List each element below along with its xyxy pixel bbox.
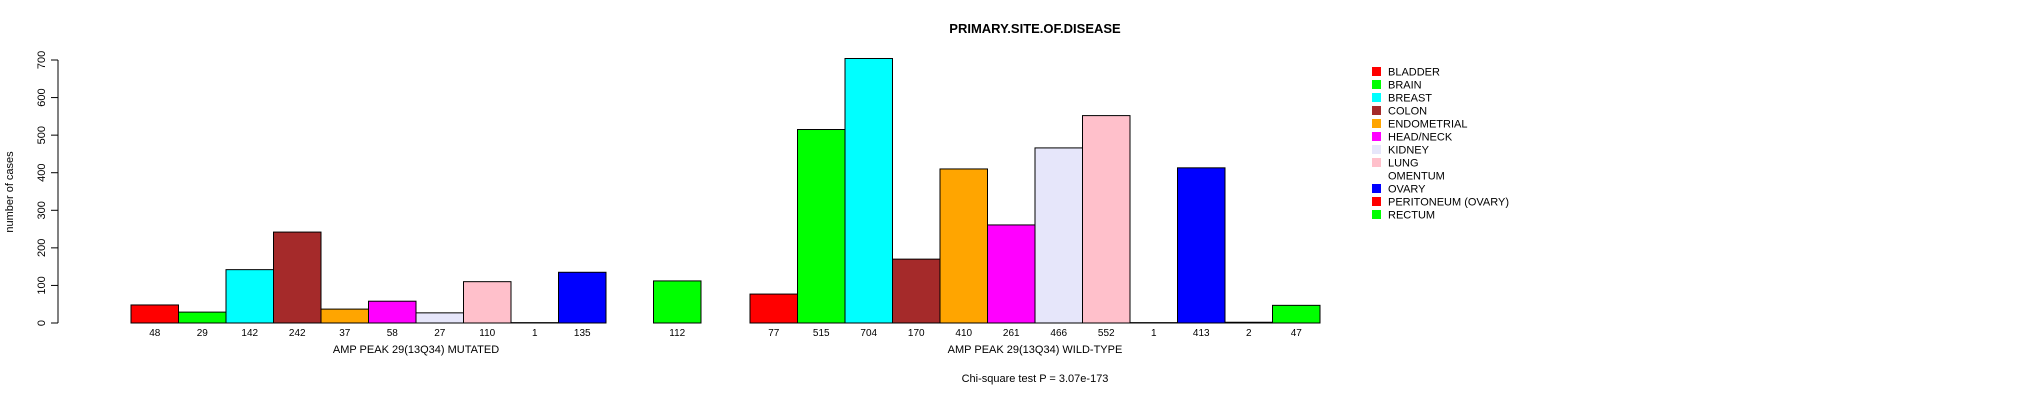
group-label: AMP PEAK 29(13Q34) WILD-TYPE	[948, 344, 1123, 356]
bar-count-label: 515	[813, 328, 830, 339]
bar-count-label: 466	[1050, 328, 1067, 339]
legend-swatch	[1372, 132, 1381, 141]
y-tick-label: 200	[36, 239, 48, 257]
legend-swatch	[1372, 184, 1381, 193]
bar-count-label: 170	[908, 328, 925, 339]
bar	[844, 57, 893, 324]
legend-label: RECTUM	[1388, 210, 1435, 222]
legend-label: OMENTUM	[1388, 171, 1445, 183]
y-tick-label: 700	[36, 51, 48, 69]
bar-count-label: 37	[339, 328, 351, 339]
legend-label: LUNG	[1388, 158, 1419, 170]
legend-swatch	[1372, 67, 1381, 76]
bar-count-label: 410	[955, 328, 972, 339]
chart-title: PRIMARY.SITE.OF.DISEASE	[949, 21, 1121, 36]
legend-label: COLON	[1388, 106, 1427, 118]
y-tick-label: 0	[36, 320, 48, 326]
y-axis: 0 100 200 300 400 500 600 700	[36, 51, 59, 326]
bar-group: 77 515 704 170 410 261 466 552 1 413 2 47 AMP PEAK 2…	[749, 57, 1321, 356]
bar	[1082, 115, 1131, 324]
y-axis-label: number of cases	[4, 151, 16, 233]
bar	[415, 312, 464, 324]
bar-group: 48 29 142 242 37 58 27 110 1 135 112 AMP PEAK 29(13…	[130, 231, 702, 356]
bar	[320, 308, 369, 324]
bar-count-label: 142	[241, 328, 258, 339]
legend-label: KIDNEY	[1388, 145, 1430, 157]
bar	[1272, 304, 1321, 324]
y-tick-label: 600	[36, 88, 48, 106]
legend-swatch	[1372, 197, 1381, 206]
y-tick-label: 500	[36, 126, 48, 144]
bar	[1177, 167, 1226, 324]
legend-label: BLADDER	[1388, 67, 1440, 79]
bar	[368, 300, 417, 324]
bar-count-label: 110	[479, 328, 495, 339]
bar	[1034, 147, 1083, 324]
bar-count-label: 58	[387, 328, 399, 339]
legend-swatch	[1372, 80, 1381, 89]
legend-swatch	[1371, 170, 1382, 181]
bar-count-label: 261	[1003, 328, 1020, 339]
bar	[225, 269, 274, 324]
bar-count-label: 242	[289, 328, 306, 339]
legend-swatch	[1372, 145, 1381, 154]
legend-label: PERITONEUM (OVARY)	[1388, 197, 1509, 209]
legend-label: BREAST	[1388, 93, 1432, 105]
bar	[892, 258, 941, 324]
bar	[797, 129, 846, 324]
bar-count-label: 704	[860, 328, 877, 339]
legend-swatch	[1372, 210, 1381, 219]
bar	[558, 271, 607, 324]
bar-count-label: 48	[149, 328, 161, 339]
legend-swatch	[1372, 158, 1381, 167]
bar-count-label: 77	[768, 328, 780, 339]
bar	[273, 231, 322, 324]
legend-label: ENDOMETRIAL	[1388, 119, 1467, 131]
bar	[1224, 321, 1273, 324]
bar	[939, 168, 988, 324]
bar-count-label: 1	[1151, 328, 1157, 339]
group-label: AMP PEAK 29(13Q34) MUTATED	[333, 344, 499, 356]
bar	[178, 311, 227, 324]
legend-label: BRAIN	[1388, 80, 1422, 92]
bar-count-label: 47	[1291, 328, 1303, 339]
legend-label: HEAD/NECK	[1388, 132, 1453, 144]
bar-count-label: 135	[574, 328, 591, 339]
bar	[130, 304, 179, 324]
legend-swatch	[1372, 106, 1381, 115]
legend: BLADDERBRAINBREASTCOLONENDOMETRIALHEAD/N…	[1371, 67, 1509, 222]
chi-square-annotation: Chi-square test P = 3.07e-173	[962, 373, 1109, 385]
bar-count-label: 29	[197, 328, 209, 339]
bar	[463, 281, 512, 324]
bar-count-label: 2	[1246, 328, 1252, 339]
y-tick-label: 100	[36, 276, 48, 294]
bar	[653, 280, 702, 324]
bar-count-label: 112	[669, 328, 685, 339]
bar-count-label: 552	[1098, 328, 1115, 339]
bars: 48 29 142 242 37 58 27 110 1 135 112 AMP PEAK 29(13…	[130, 57, 1321, 356]
y-tick-label: 400	[36, 164, 48, 182]
legend-swatch	[1372, 119, 1381, 128]
bar-count-label: 413	[1193, 328, 1210, 339]
bar-count-label: 27	[434, 328, 446, 339]
y-tick-label: 300	[36, 201, 48, 219]
legend-label: OVARY	[1388, 184, 1426, 196]
legend-swatch	[1372, 93, 1381, 102]
bar-count-label: 1	[532, 328, 538, 339]
bar	[749, 293, 798, 324]
bar	[987, 224, 1036, 324]
